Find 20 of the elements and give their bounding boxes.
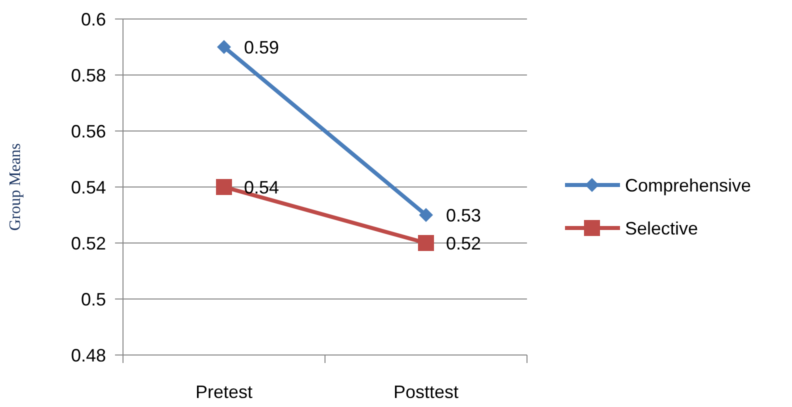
point [216, 179, 232, 195]
y-axis-title: Group Means [7, 143, 24, 231]
data-label: 0.53 [446, 205, 482, 226]
data-label: 0.52 [446, 233, 482, 254]
legend-label: Selective [625, 218, 698, 238]
x-tick-label: Pretest [195, 382, 253, 402]
y-tick-label: 0.52 [70, 233, 106, 254]
y-tick-label: 0.54 [70, 177, 106, 198]
data-label: 0.54 [244, 177, 280, 198]
y-tick-label: 0.48 [70, 345, 106, 366]
y-tick-label: 0.56 [70, 121, 106, 142]
point [418, 235, 434, 251]
y-tick-label: 0.58 [70, 65, 106, 86]
y-tick-label: 0.5 [80, 289, 106, 310]
x-tick-label: Posttest [393, 382, 459, 402]
point [217, 40, 231, 54]
point [419, 208, 433, 222]
legend-label: Comprehensive [625, 175, 752, 196]
y-tick-label: 0.6 [80, 9, 106, 30]
data-label: 0.59 [244, 37, 280, 58]
